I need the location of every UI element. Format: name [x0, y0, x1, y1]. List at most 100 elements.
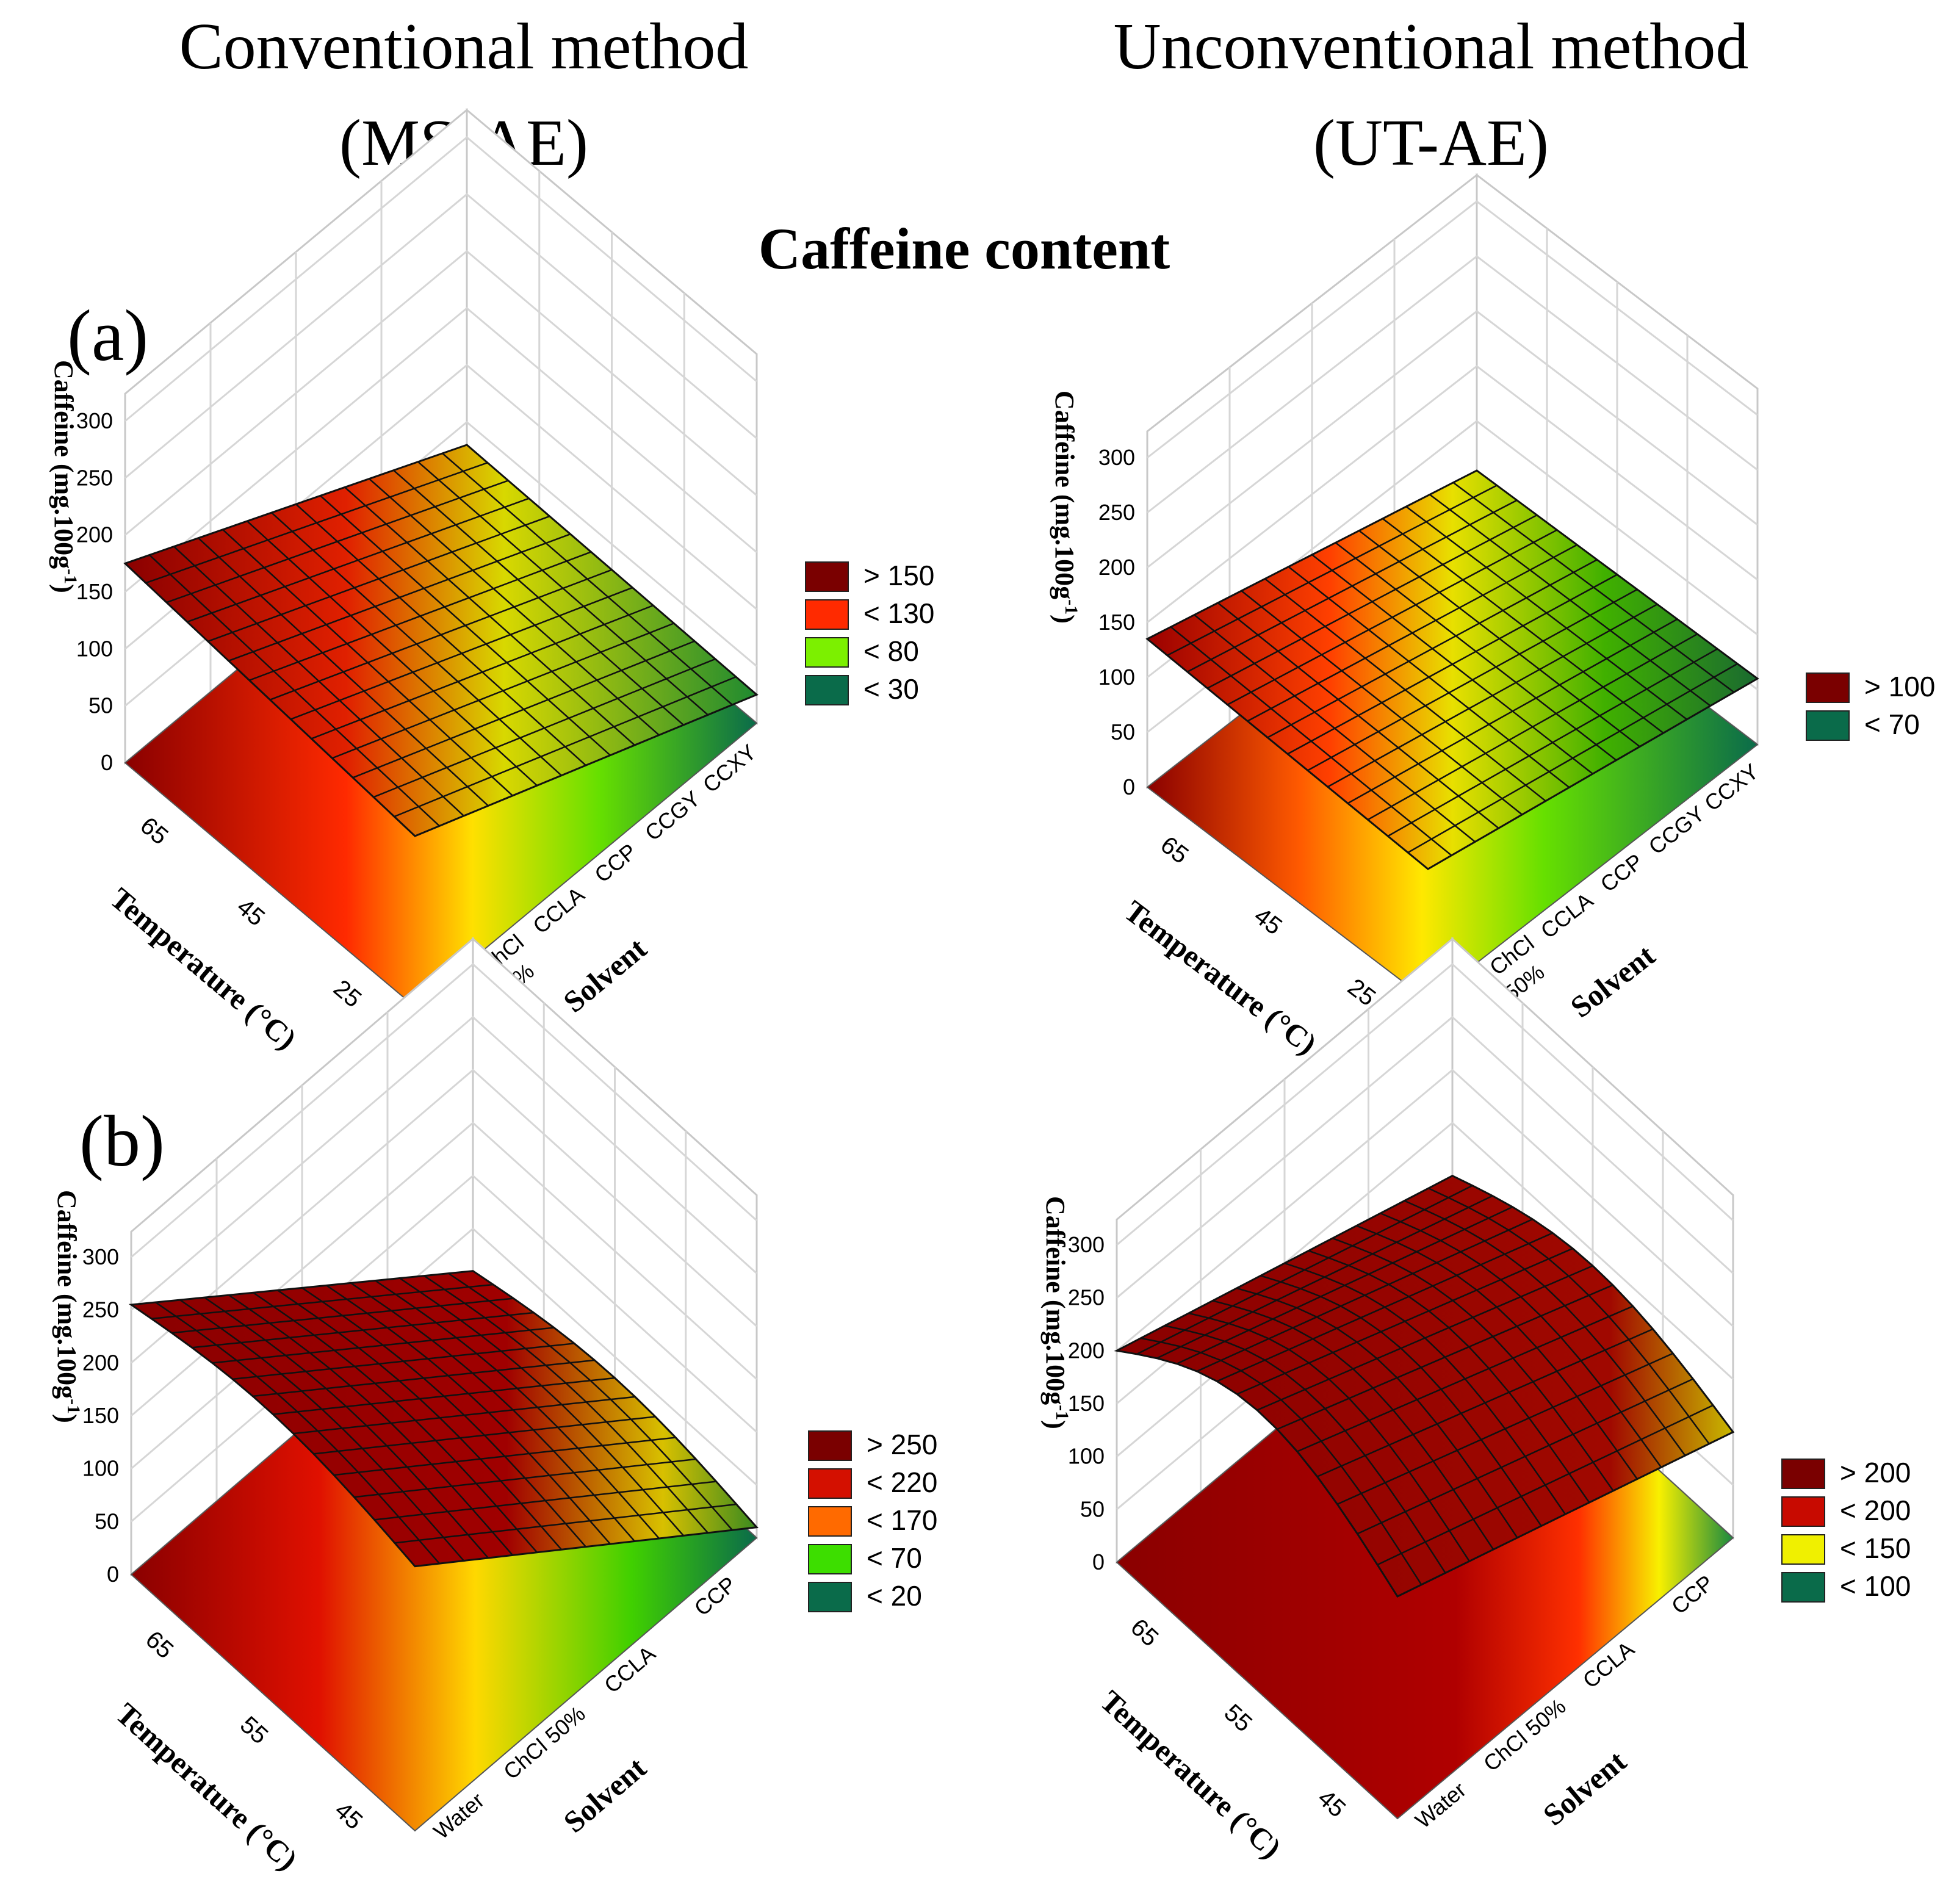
z-tick-label: 100: [82, 1456, 119, 1481]
z-gridline: [124, 193, 757, 479]
temperature-tick-label: 25: [328, 975, 366, 1012]
legend-label: < 100: [1840, 1570, 1911, 1602]
z-gridline: [1147, 255, 1758, 514]
temperature-axis-label: Temperature (°C): [104, 881, 303, 1056]
legend: > 150 < 130 < 80 < 30: [805, 560, 934, 705]
legend-swatch: [1781, 1459, 1825, 1489]
temperature-axis-label: Temperature (°C): [1118, 893, 1323, 1061]
z-axis-label: Caffeine (mg.100g-1): [1040, 1196, 1072, 1429]
z-tick-label: 100: [76, 636, 113, 661]
panel-label-b: (b): [79, 1100, 165, 1181]
legend-label: < 150: [1840, 1532, 1911, 1564]
z-gridline: [1116, 1015, 1734, 1299]
legend-swatch: [808, 1582, 852, 1612]
chart-b-ms-ae: 300 250 200 150 100 50 0 Caffeine (mg.100g-1) 65…: [52, 937, 937, 1877]
legend-swatch: [1781, 1572, 1825, 1603]
z-tick-label: 100: [1068, 1444, 1105, 1469]
z-gridline: [1147, 310, 1758, 569]
z-gridline: [131, 1227, 758, 1523]
z-tick-label: 150: [1068, 1391, 1105, 1416]
legend-label: < 70: [867, 1542, 922, 1574]
response-surface: [1114, 1174, 1735, 1598]
legend-swatch: [1781, 1534, 1825, 1565]
legend-swatch: [1806, 710, 1850, 741]
legend-swatch: [808, 1506, 852, 1537]
z-axis-label: Caffeine (mg.100g-1): [49, 360, 81, 593]
z-gridline: [124, 250, 757, 536]
z-tick-label: 250: [1068, 1285, 1105, 1310]
z-gridline: [1147, 365, 1758, 624]
z-tick-label: 300: [1098, 445, 1135, 470]
temperature-tick-label: 65: [1156, 831, 1194, 869]
temperature-tick-label: 45: [1249, 903, 1287, 940]
legend-label: > 250: [867, 1429, 937, 1460]
legend-swatch: [1806, 673, 1850, 703]
z-tick-label: 300: [1068, 1232, 1105, 1257]
legend-swatch: [808, 1430, 852, 1461]
solvent-axis-label: Solvent: [1564, 938, 1662, 1025]
temperature-tick-label: 45: [232, 893, 270, 931]
z-tick-label: 150: [82, 1403, 119, 1428]
temperature-tick-label: 65: [135, 812, 173, 850]
solvent-axis-label: Solvent: [557, 1750, 653, 1839]
legend-swatch: [805, 637, 849, 668]
z-tick-label: 50: [88, 693, 113, 718]
legend-label: < 130: [863, 597, 934, 629]
response-surface: [1145, 469, 1759, 870]
legend: > 100 < 70: [1806, 671, 1935, 741]
z-tick-label: 250: [1098, 500, 1135, 525]
z-tick-label: 100: [1098, 665, 1135, 690]
legend-swatch: [808, 1468, 852, 1499]
z-tick-label: 50: [95, 1509, 119, 1534]
z-tick-label: 300: [82, 1244, 119, 1269]
legend: > 250 < 220 < 170 < 70 < 20: [808, 1429, 937, 1612]
legend-swatch: [1781, 1496, 1825, 1527]
chart-a-ut-ae: 300 250 200 150 100 50 0 Caffeine (mg.100g-1) 65…: [1050, 173, 1935, 1061]
z-tick-label: 150: [1098, 610, 1135, 635]
legend-label: > 150: [863, 560, 934, 591]
z-gridline: [1116, 1069, 1734, 1352]
solvent-axis-label: Solvent: [1537, 1744, 1633, 1832]
z-tick-label: 200: [76, 522, 113, 547]
z-tick-label: 0: [101, 750, 113, 775]
z-tick-label: 0: [107, 1562, 119, 1587]
chart-b-ut-ae: 300 250 200 150 100 50 0 Caffeine (mg.100g-1) 65…: [1040, 936, 1911, 1865]
legend-label: < 70: [1864, 709, 1920, 740]
legend-label: > 100: [1864, 671, 1935, 702]
temperature-axis-label: Temperature (°C): [1094, 1684, 1288, 1865]
legend-swatch: [805, 675, 849, 705]
z-gridline: [131, 963, 758, 1258]
temperature-tick-label: 65: [140, 1626, 179, 1664]
chart-a-ms-ae: 300 250 200 150 100 50 0 Caffeine (mg.100g-1) 65…: [49, 107, 934, 1056]
legend-label: < 30: [863, 673, 919, 705]
z-tick-label: 200: [1098, 555, 1135, 580]
legend-label: < 220: [867, 1466, 937, 1498]
z-tick-label: 150: [76, 579, 113, 604]
back-wall-right: [472, 937, 758, 1540]
right-method-title-line2: (UT-AE): [1313, 107, 1549, 179]
z-tick-label: 200: [82, 1350, 119, 1375]
legend-swatch: [808, 1544, 852, 1574]
z-gridline: [1147, 200, 1758, 459]
legend: > 200 < 200 < 150 < 100: [1781, 1457, 1911, 1603]
z-tick-label: 0: [1123, 774, 1135, 799]
legend-label: < 20: [867, 1580, 922, 1612]
z-gridline: [1116, 963, 1734, 1246]
legend-label: < 80: [863, 635, 919, 667]
legend-swatch: [805, 599, 849, 630]
legend-label: > 200: [1840, 1457, 1911, 1488]
panel-label-a: (a): [67, 295, 148, 376]
temperature-tick-label: 45: [330, 1797, 368, 1834]
z-gridline: [124, 307, 757, 593]
z-axis-label: Caffeine (mg.100g-1): [1050, 391, 1081, 624]
z-gridline: [124, 136, 757, 422]
z-tick-label: 200: [1068, 1338, 1105, 1363]
z-tick-label: 50: [1080, 1496, 1105, 1521]
left-method-title-line1: Conventional method: [179, 10, 749, 83]
solvent-axis-label: Solvent: [557, 931, 653, 1019]
z-tick-label: 50: [1111, 719, 1135, 745]
response-surface: [123, 444, 759, 837]
legend-swatch: [805, 561, 849, 592]
z-tick-label: 250: [76, 465, 113, 490]
